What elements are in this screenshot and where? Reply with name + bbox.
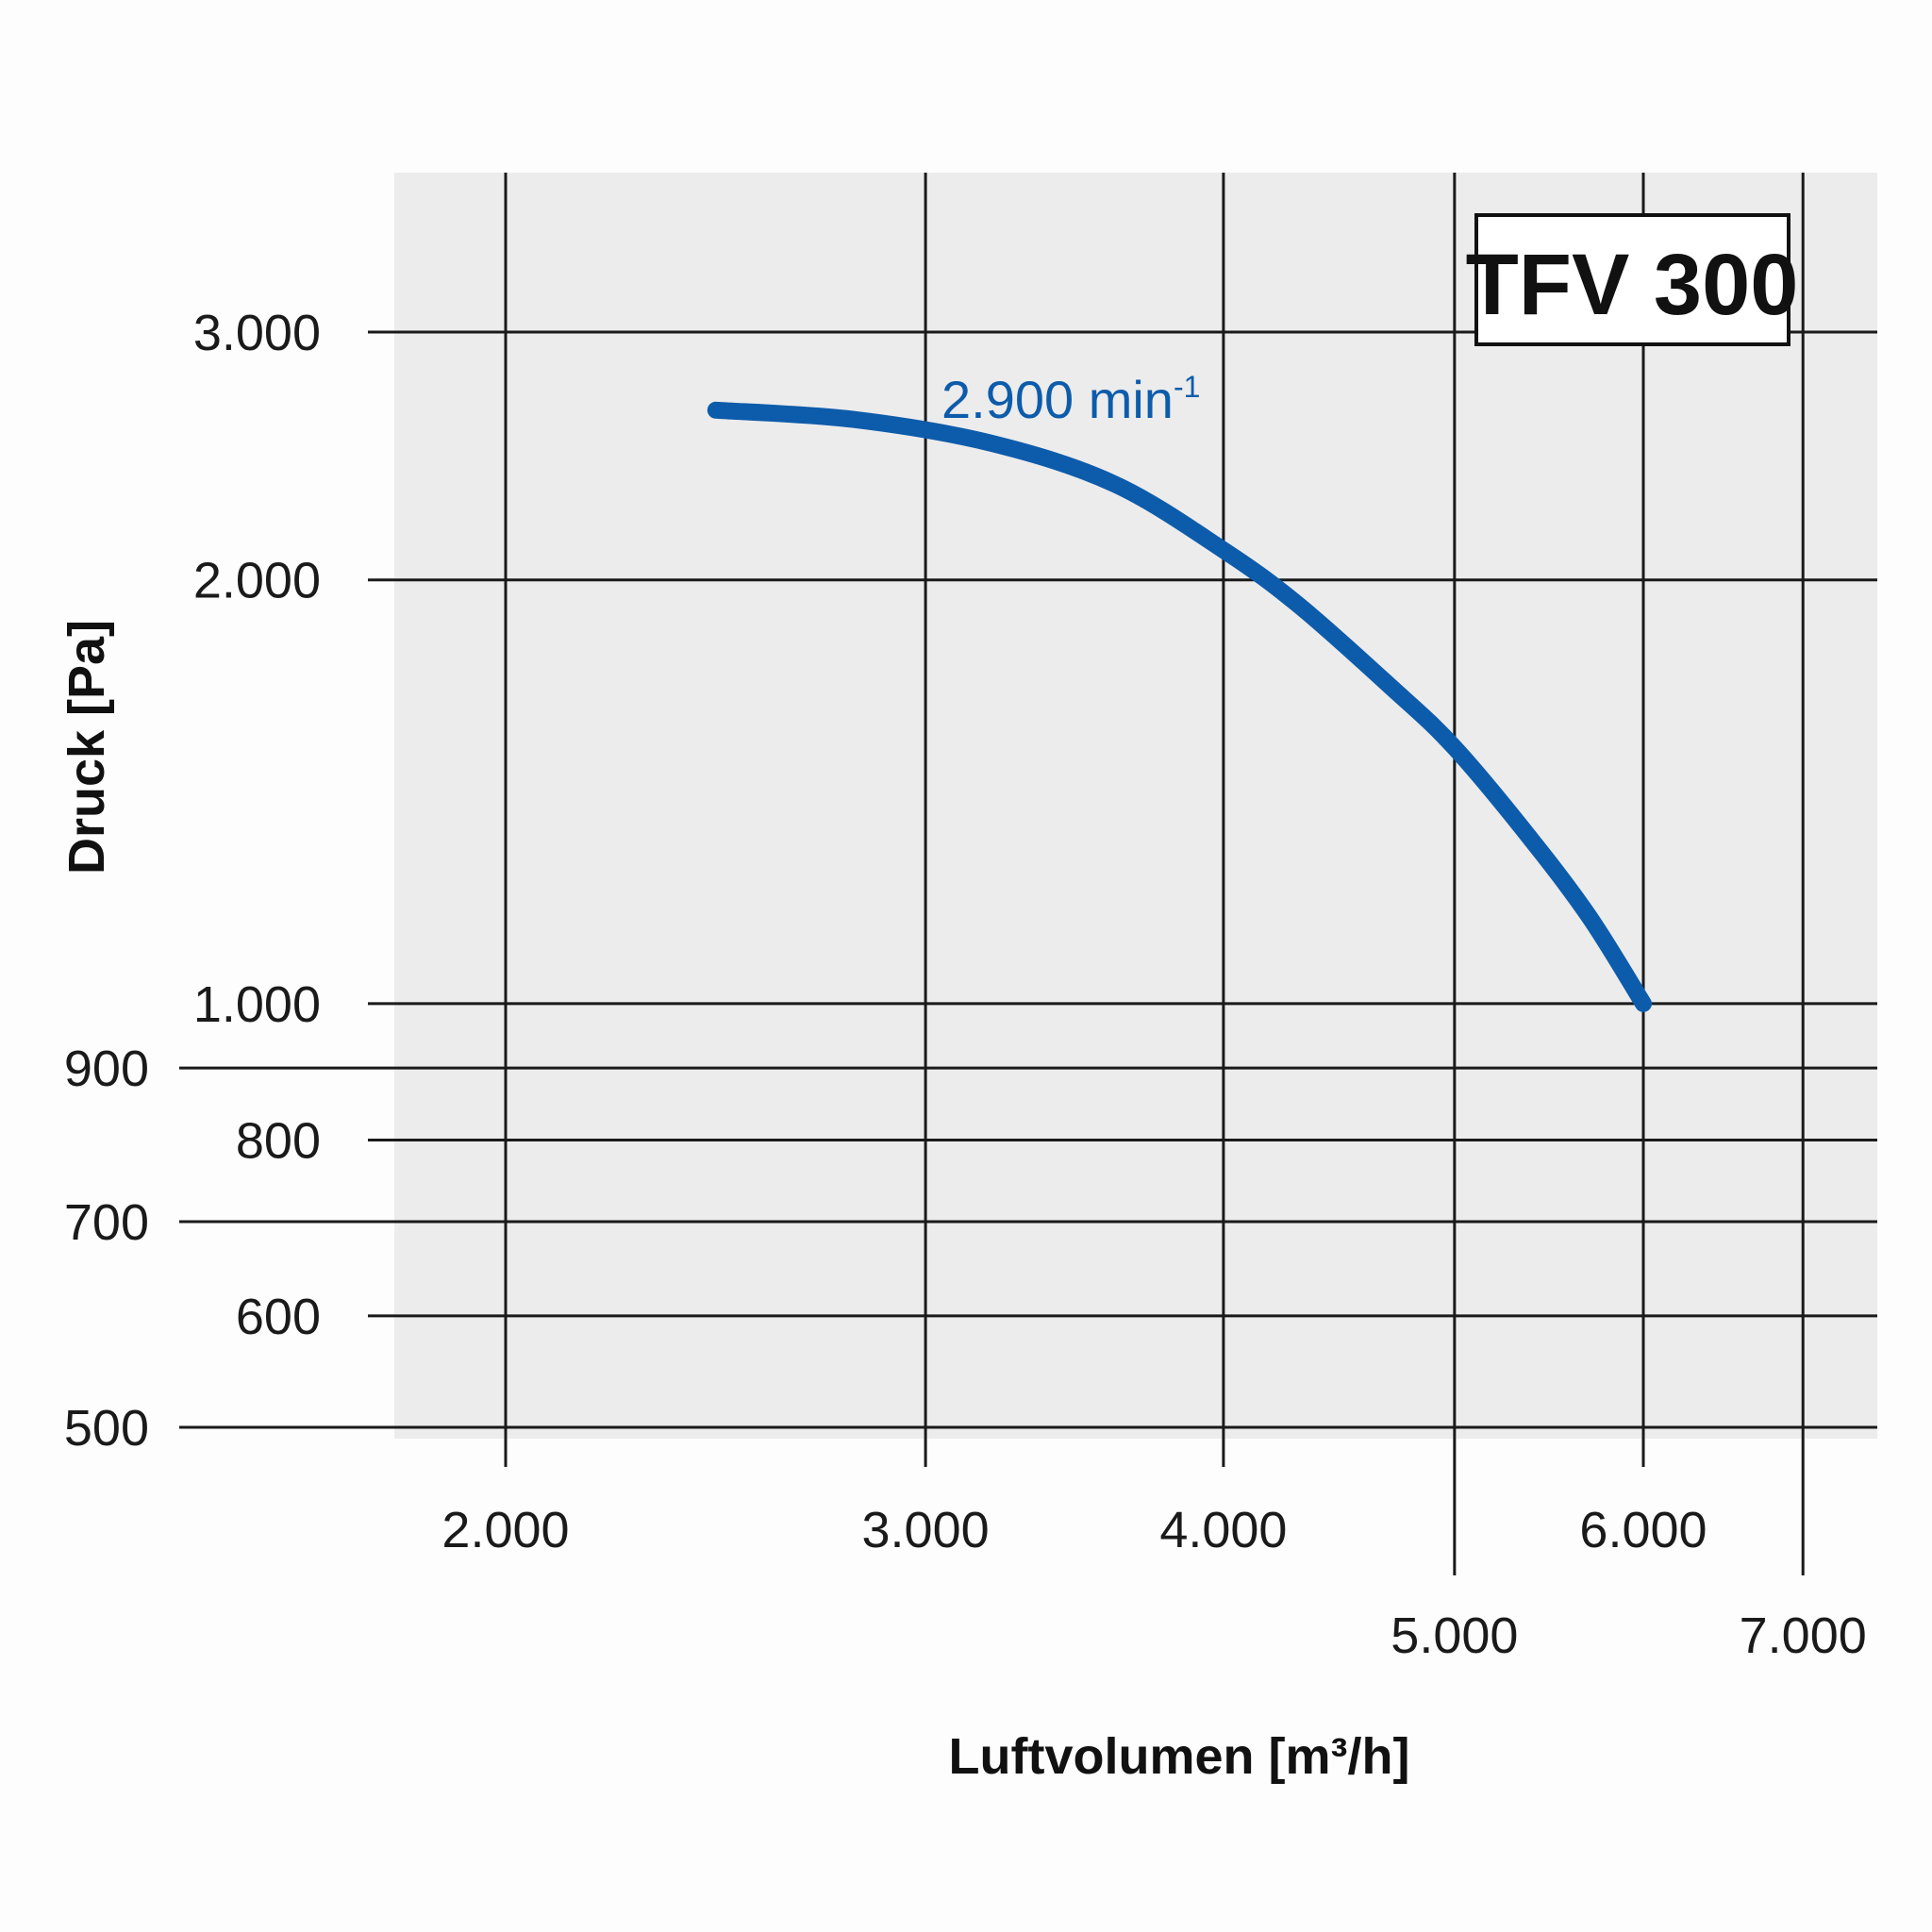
y-tick-label: 900 bbox=[64, 1041, 149, 1097]
y-grid-lines bbox=[179, 330, 1877, 1429]
y-tick-label: 700 bbox=[64, 1194, 149, 1251]
x-axis-title: Luftvolumen [m³/h] bbox=[949, 1728, 1410, 1785]
model-badge-frame bbox=[1474, 213, 1790, 346]
x-tick-label: 2.000 bbox=[441, 1502, 569, 1558]
x-tick-label: 3.000 bbox=[862, 1502, 990, 1558]
series-line bbox=[707, 401, 1652, 1012]
model-badge: TFV 300 bbox=[1466, 213, 1799, 346]
series-label-main: 2.900 min bbox=[941, 370, 1174, 429]
series-label-exponent: -1 bbox=[1174, 370, 1200, 404]
x-tick-label: 6.000 bbox=[1579, 1502, 1707, 1558]
x-tick-labels: 2.000 3.000 4.000 5.000 6.000 7.000 bbox=[441, 1502, 1866, 1664]
series-label: 2.900 min-1 bbox=[941, 370, 1200, 429]
y-tick-label: 500 bbox=[64, 1400, 149, 1457]
y-tick-label: 2.000 bbox=[193, 553, 321, 609]
y-tick-label: 600 bbox=[236, 1289, 321, 1345]
x-tick-label: 4.000 bbox=[1159, 1502, 1287, 1558]
y-tick-label: 1.000 bbox=[193, 976, 321, 1033]
x-grid-lines bbox=[504, 173, 1805, 1575]
model-badge-text: TFV 300 bbox=[1466, 237, 1799, 333]
y-tick-label: 800 bbox=[236, 1112, 321, 1169]
plot-background bbox=[394, 173, 1877, 1439]
x-tick-label: 5.000 bbox=[1391, 1607, 1518, 1664]
x-tick-label: 7.000 bbox=[1740, 1607, 1867, 1664]
y-tick-label: 3.000 bbox=[193, 305, 321, 361]
y-tick-labels: 3.000 2.000 1.000 900 800 700 600 500 bbox=[64, 305, 321, 1457]
y-axis-title: Druck [Pa] bbox=[58, 620, 115, 874]
